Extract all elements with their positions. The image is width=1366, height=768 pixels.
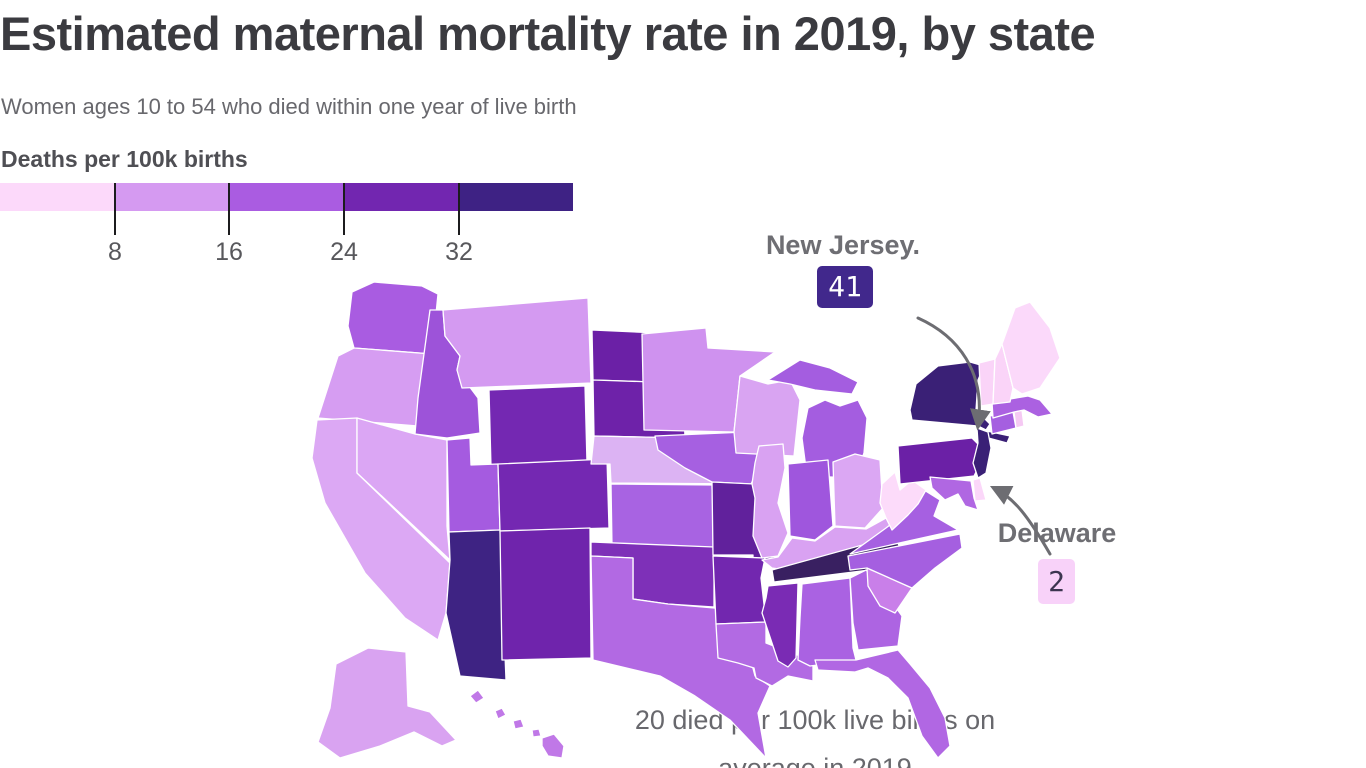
state-al[interactable] — [797, 577, 857, 667]
legend-tick-label-8: 8 — [108, 238, 122, 266]
state-fl[interactable] — [814, 649, 951, 759]
legend-tick-24 — [343, 183, 345, 235]
state-wi[interactable] — [733, 375, 801, 457]
state-az[interactable] — [445, 529, 507, 681]
state-me[interactable] — [1001, 301, 1061, 395]
state-ak[interactable] — [317, 647, 457, 759]
page-title: Estimated maternal mortality rate in 201… — [0, 7, 1096, 60]
legend-tick-label-16: 16 — [215, 238, 243, 266]
state-wa[interactable] — [347, 281, 439, 355]
state-co[interactable] — [497, 458, 610, 532]
state-nm[interactable] — [499, 527, 592, 661]
new-jersey-arrow — [916, 316, 991, 431]
state-nj[interactable] — [972, 427, 992, 479]
legend-tick-label-24: 24 — [330, 238, 358, 266]
legend-bin-1 — [0, 183, 115, 211]
state-mi[interactable] — [767, 359, 868, 479]
state-pa[interactable] — [897, 437, 983, 485]
legend-bin-4 — [343, 183, 459, 211]
state-ms[interactable] — [761, 582, 799, 668]
legend-tick-label-32: 32 — [445, 238, 473, 266]
state-wy[interactable] — [488, 385, 588, 468]
legend-bin-3 — [229, 183, 344, 211]
state-hi[interactable] — [469, 689, 565, 759]
new-jersey-annotation-label: New Jersey. — [765, 230, 921, 260]
delaware-annotation-label: Delaware — [997, 518, 1117, 548]
state-mt[interactable] — [442, 297, 592, 389]
legend-color-scale — [0, 183, 573, 211]
legend-bin-5 — [458, 183, 573, 211]
state-mn[interactable] — [641, 327, 776, 433]
legend-tick-16 — [228, 183, 230, 235]
state-ks[interactable] — [610, 483, 715, 549]
state-il[interactable] — [751, 443, 789, 559]
state-ar[interactable] — [712, 555, 767, 625]
legend-tick-32 — [458, 183, 460, 235]
state-de[interactable] — [972, 477, 987, 502]
new-jersey-value-badge: 41 — [817, 266, 873, 308]
state-in[interactable] — [787, 459, 834, 541]
legend-tick-8 — [114, 183, 116, 235]
state-nc[interactable] — [847, 533, 963, 589]
state-nh[interactable] — [992, 343, 1014, 405]
state-ri[interactable] — [1013, 409, 1025, 429]
us-choropleth-map — [311, 281, 1061, 759]
state-la[interactable] — [715, 621, 814, 687]
state-oh[interactable] — [832, 453, 884, 529]
state-wv[interactable] — [879, 471, 927, 531]
state-tx[interactable] — [590, 555, 771, 759]
delaware-value-badge: 2 — [1038, 559, 1075, 604]
legend-bin-2 — [114, 183, 230, 211]
delaware-arrow — [989, 485, 1052, 556]
average-caption-line2: average in 2019 — [718, 753, 912, 768]
legend-label: Deaths per 100k births — [1, 146, 248, 172]
page-subtitle: Women ages 10 to 54 who died within one … — [1, 94, 577, 119]
state-md[interactable] — [929, 476, 979, 511]
